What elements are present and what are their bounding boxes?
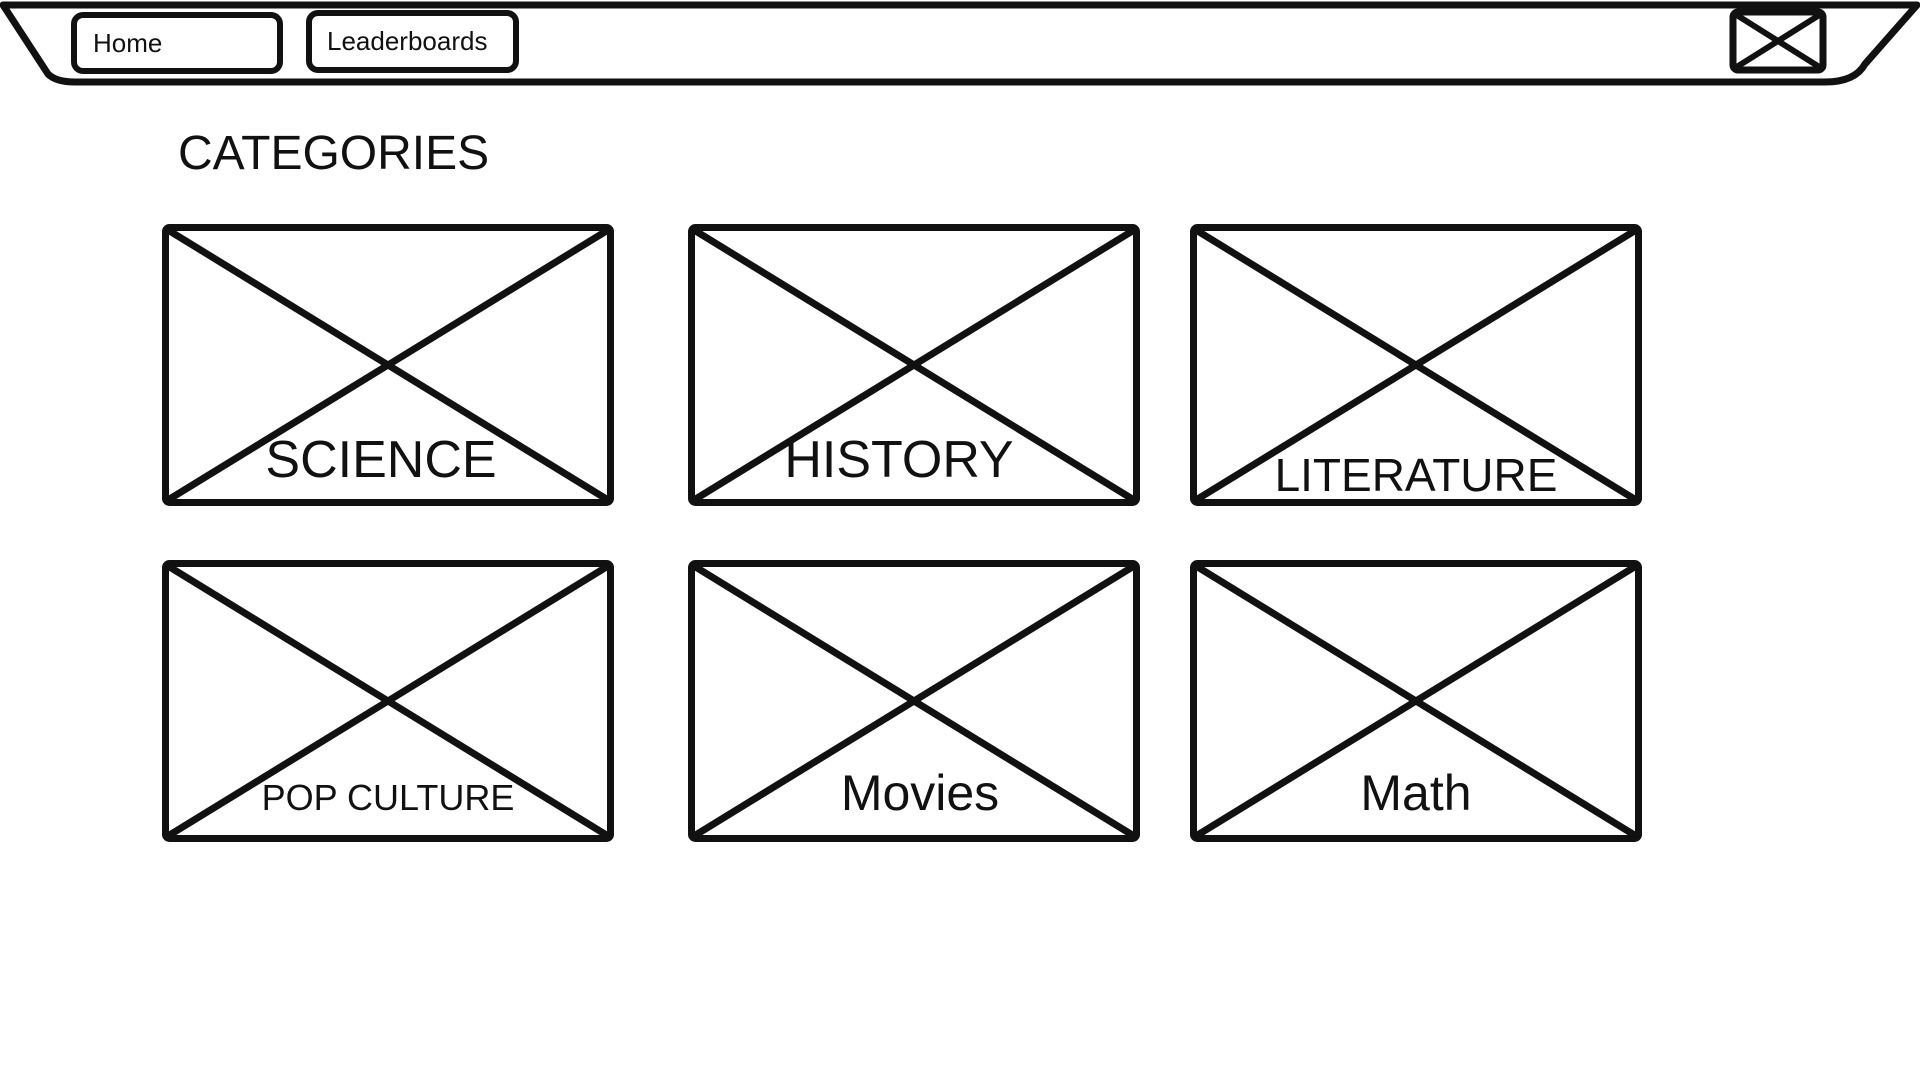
top-nav-bar: Home Leaderboards (0, 0, 1920, 90)
home-button-label: Home (93, 27, 163, 58)
home-button[interactable]: Home (71, 12, 283, 74)
category-label: SCIENCE (265, 431, 497, 489)
image-placeholder-icon (1190, 560, 1642, 842)
leaderboards-button-label: Leaderboards (327, 26, 488, 56)
image-placeholder-icon (162, 224, 614, 506)
image-placeholder-icon (162, 560, 614, 842)
category-card-math[interactable]: Math (1190, 560, 1642, 842)
category-card-movies[interactable]: Movies (688, 560, 1140, 842)
category-card-pop-culture[interactable]: POP CULTURE (162, 560, 614, 842)
category-label: POP CULTURE (261, 777, 515, 818)
category-card-history[interactable]: HISTORY (688, 224, 1140, 506)
category-label: LITERATURE (1274, 449, 1558, 501)
category-card-literature[interactable]: LITERATURE (1190, 224, 1642, 506)
category-label: Movies (840, 765, 1000, 821)
nav-bar-outline (0, 1, 1920, 86)
leaderboards-button[interactable]: Leaderboards (306, 10, 519, 73)
image-placeholder-icon (688, 560, 1140, 842)
image-placeholder-icon (1190, 224, 1642, 506)
page-title: CATEGORIES (178, 127, 490, 180)
category-label: Math (1360, 765, 1472, 821)
category-label: HISTORY (784, 431, 1014, 489)
image-placeholder-icon[interactable] (1729, 8, 1827, 74)
image-placeholder-icon (688, 224, 1140, 506)
category-card-science[interactable]: SCIENCE (162, 224, 614, 506)
